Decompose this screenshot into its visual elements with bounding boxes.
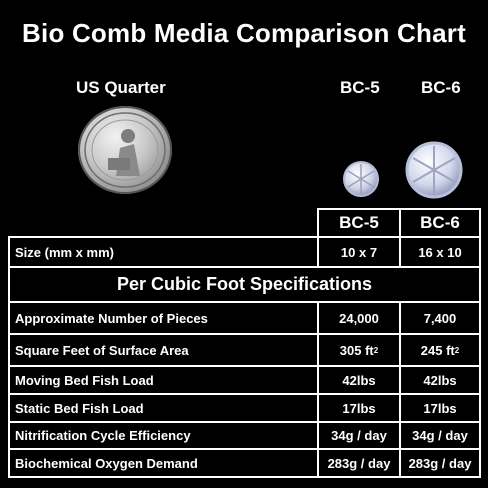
- row-label-nitrification: Nitrification Cycle Efficiency: [8, 421, 319, 450]
- row-bc6-surface-value: 245 ft: [420, 342, 455, 358]
- bc6-media-image: [405, 141, 463, 199]
- row-bc5-nitrification: 34g / day: [317, 421, 401, 450]
- row-bc5-surface-sup: 2: [373, 345, 379, 355]
- size-row-bc6: 16 x 10: [399, 236, 481, 268]
- row-bc6-pieces: 7,400: [399, 301, 481, 335]
- size-row-label: Size (mm x mm): [8, 236, 319, 268]
- row-bc6-moving-bed: 42lbs: [399, 365, 481, 395]
- row-bc6-bod: 283g / day: [399, 448, 481, 478]
- table-header-bc5: BC-5: [317, 208, 401, 238]
- row-label-pieces: Approximate Number of Pieces: [8, 301, 319, 335]
- row-label-static-bed: Static Bed Fish Load: [8, 393, 319, 423]
- row-bc5-static-bed: 17lbs: [317, 393, 401, 423]
- row-bc5-pieces: 24,000: [317, 301, 401, 335]
- bc5-label: BC-5: [340, 78, 380, 97]
- row-bc5-surface-value: 305 ft: [339, 342, 374, 358]
- row-bc6-nitrification: 34g / day: [399, 421, 481, 450]
- row-bc5-bod: 283g / day: [317, 448, 401, 478]
- quarter-label: US Quarter: [76, 78, 166, 97]
- row-label-surface: Square Feet of Surface Area: [8, 333, 319, 367]
- row-label-bod: Biochemical Oxygen Demand: [8, 448, 319, 478]
- row-label-moving-bed: Moving Bed Fish Load: [8, 365, 319, 395]
- row-bc6-surface-sup: 2: [454, 345, 460, 355]
- row-bc5-surface: 305 ft 2: [317, 333, 401, 367]
- table-header-bc6: BC-6: [399, 208, 481, 238]
- row-bc5-moving-bed: 42lbs: [317, 365, 401, 395]
- page-title: Bio Comb Media Comparison Chart: [22, 18, 466, 48]
- row-bc6-static-bed: 17lbs: [399, 393, 481, 423]
- row-bc6-surface: 245 ft 2: [399, 333, 481, 367]
- quarter-coin-image: [78, 106, 172, 194]
- bc6-label: BC-6: [421, 78, 461, 97]
- size-row-bc5: 10 x 7: [317, 236, 401, 268]
- section-title: Per Cubic Foot Specifications: [8, 266, 481, 303]
- bc5-media-image: [343, 161, 379, 197]
